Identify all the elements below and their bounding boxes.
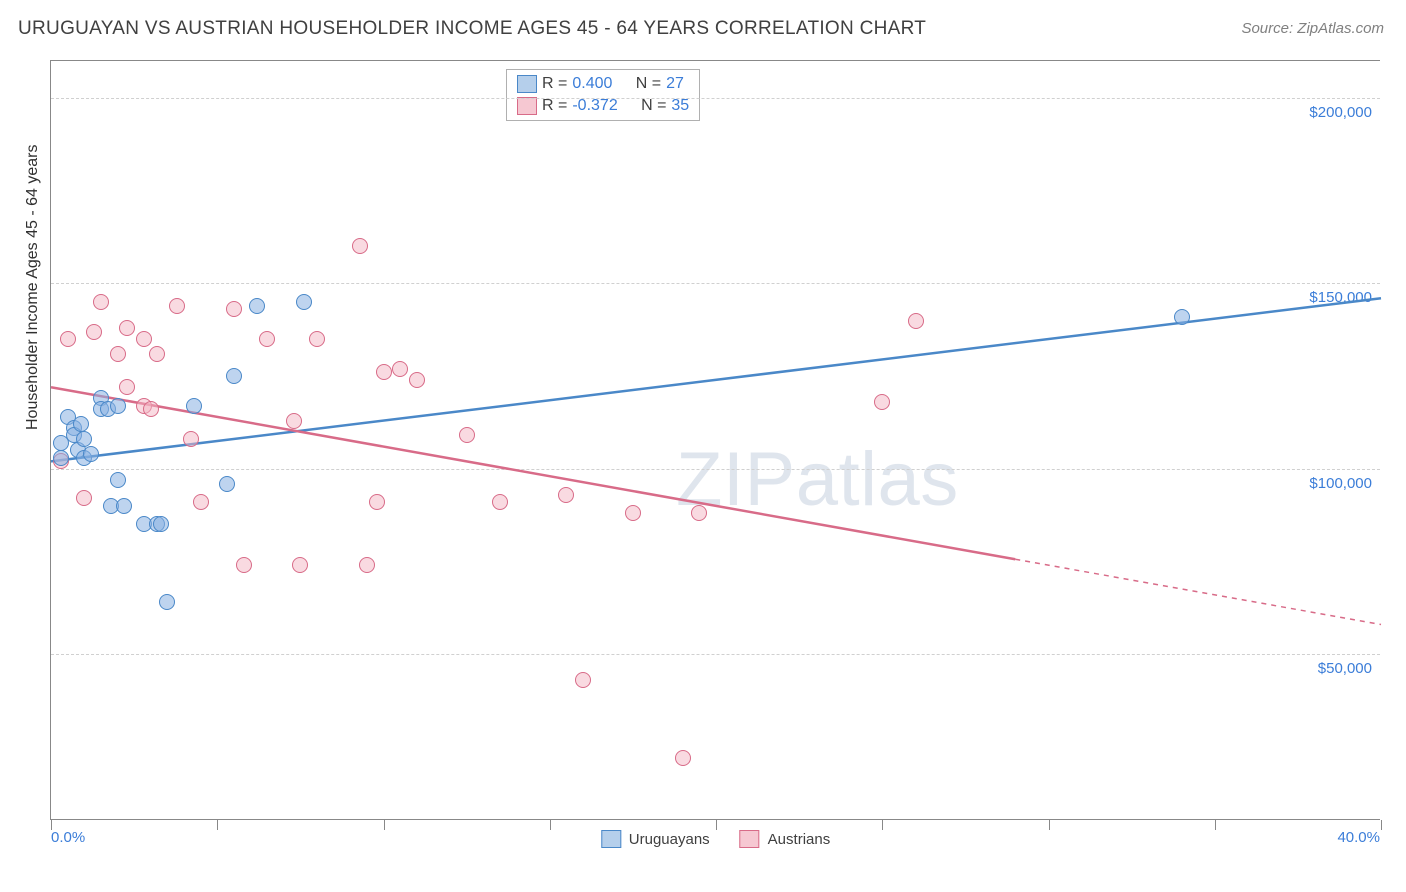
- swatch-blue-icon: [601, 830, 621, 848]
- x-tick: [217, 820, 218, 830]
- scatter-point: [149, 346, 165, 362]
- scatter-point: [691, 505, 707, 521]
- scatter-point: [392, 361, 408, 377]
- swatch-pink-icon: [740, 830, 760, 848]
- x-tick: [51, 820, 52, 830]
- scatter-point: [309, 331, 325, 347]
- x-axis-right-label: 40.0%: [1337, 829, 1380, 846]
- scatter-point: [110, 472, 126, 488]
- scatter-point: [459, 427, 475, 443]
- source-credit: Source: ZipAtlas.com: [1241, 20, 1384, 37]
- chart-title: URUGUAYAN VS AUSTRIAN HOUSEHOLDER INCOME…: [18, 18, 926, 40]
- x-tick: [1215, 820, 1216, 830]
- scatter-point: [286, 413, 302, 429]
- scatter-point: [409, 372, 425, 388]
- scatter-point: [169, 298, 185, 314]
- scatter-point: [249, 298, 265, 314]
- scatter-point: [376, 364, 392, 380]
- scatter-point: [625, 505, 641, 521]
- scatter-point: [226, 368, 242, 384]
- scatter-point: [675, 750, 691, 766]
- series-blue-label: Uruguayans: [629, 831, 710, 848]
- plot-area: ZIPatlas R = 0.400 N = 27 R = -0.372 N =…: [50, 60, 1380, 820]
- scatter-point: [874, 394, 890, 410]
- scatter-point: [136, 331, 152, 347]
- series-pink-label: Austrians: [768, 831, 831, 848]
- scatter-point: [53, 450, 69, 466]
- scatter-point: [110, 398, 126, 414]
- scatter-point: [93, 294, 109, 310]
- scatter-point: [73, 416, 89, 432]
- series-legend: Uruguayans Austrians: [601, 830, 830, 848]
- scatter-point: [119, 379, 135, 395]
- scatter-point: [153, 516, 169, 532]
- scatter-point: [110, 346, 126, 362]
- x-tick: [1049, 820, 1050, 830]
- scatter-point: [359, 557, 375, 573]
- x-axis-left-label: 0.0%: [51, 829, 85, 846]
- scatter-point: [226, 301, 242, 317]
- scatter-point: [60, 331, 76, 347]
- scatter-point: [159, 594, 175, 610]
- x-tick: [882, 820, 883, 830]
- x-tick: [716, 820, 717, 830]
- scatter-point: [83, 446, 99, 462]
- scatter-point: [186, 398, 202, 414]
- scatter-point: [558, 487, 574, 503]
- trend-layer: [51, 61, 1381, 821]
- scatter-point: [236, 557, 252, 573]
- x-tick: [1381, 820, 1382, 830]
- x-tick: [550, 820, 551, 830]
- scatter-point: [119, 320, 135, 336]
- scatter-point: [1174, 309, 1190, 325]
- y-axis-label: Householder Income Ages 45 - 64 years: [24, 145, 42, 431]
- scatter-point: [492, 494, 508, 510]
- scatter-point: [183, 431, 199, 447]
- chart-container: URUGUAYAN VS AUSTRIAN HOUSEHOLDER INCOME…: [0, 0, 1406, 892]
- scatter-point: [296, 294, 312, 310]
- scatter-point: [193, 494, 209, 510]
- series-legend-blue: Uruguayans: [601, 830, 710, 848]
- scatter-point: [76, 490, 92, 506]
- scatter-point: [369, 494, 385, 510]
- scatter-point: [219, 476, 235, 492]
- scatter-point: [143, 401, 159, 417]
- trend-line: [1015, 559, 1381, 624]
- scatter-point: [86, 324, 102, 340]
- scatter-point: [352, 238, 368, 254]
- scatter-point: [259, 331, 275, 347]
- scatter-point: [908, 313, 924, 329]
- scatter-point: [116, 498, 132, 514]
- scatter-point: [575, 672, 591, 688]
- series-legend-pink: Austrians: [740, 830, 831, 848]
- scatter-point: [292, 557, 308, 573]
- scatter-point: [76, 431, 92, 447]
- x-tick: [384, 820, 385, 830]
